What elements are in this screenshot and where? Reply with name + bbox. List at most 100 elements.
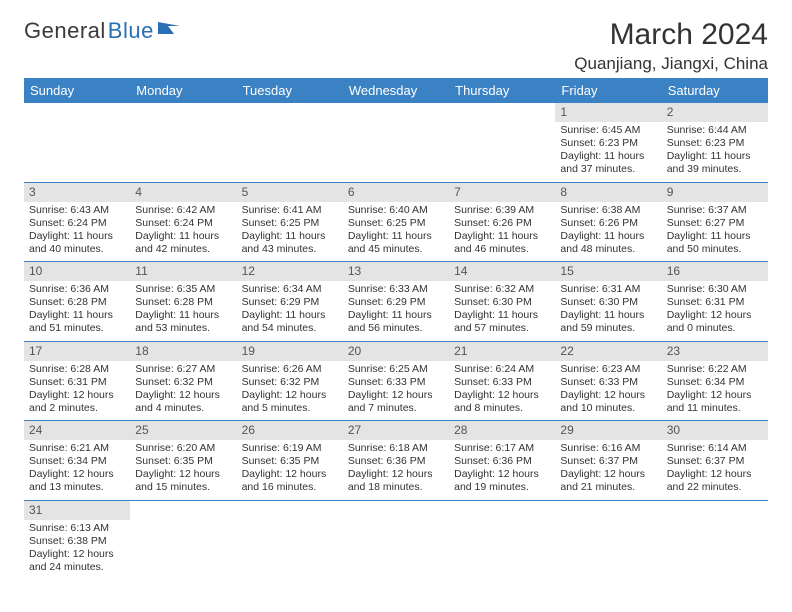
day-sunset: Sunset: 6:38 PM <box>29 535 125 548</box>
day-daylight: Daylight: 12 hours and 21 minutes. <box>560 468 656 494</box>
day-daylight: Daylight: 12 hours and 8 minutes. <box>454 389 550 415</box>
day-number: 24 <box>24 421 130 440</box>
day-sunrise: Sunrise: 6:37 AM <box>667 204 763 217</box>
day-number: 7 <box>449 183 555 202</box>
calendar-day: 16Sunrise: 6:30 AMSunset: 6:31 PMDayligh… <box>662 262 768 342</box>
day-daylight: Daylight: 11 hours and 51 minutes. <box>29 309 125 335</box>
calendar-table: SundayMondayTuesdayWednesdayThursdayFrid… <box>24 78 768 579</box>
calendar-week: 31Sunrise: 6:13 AMSunset: 6:38 PMDayligh… <box>24 500 768 579</box>
calendar-empty <box>24 103 130 182</box>
day-number: 25 <box>130 421 236 440</box>
day-sunset: Sunset: 6:25 PM <box>242 217 338 230</box>
day-sunrise: Sunrise: 6:26 AM <box>242 363 338 376</box>
calendar-day: 7Sunrise: 6:39 AMSunset: 6:26 PMDaylight… <box>449 182 555 262</box>
calendar-day: 14Sunrise: 6:32 AMSunset: 6:30 PMDayligh… <box>449 262 555 342</box>
calendar-day: 12Sunrise: 6:34 AMSunset: 6:29 PMDayligh… <box>237 262 343 342</box>
day-number: 4 <box>130 183 236 202</box>
day-sunset: Sunset: 6:31 PM <box>667 296 763 309</box>
calendar-day: 28 Sunrise: 6:17 AMSunset: 6:36 PMDayligh… <box>449 421 555 501</box>
calendar-day: 29 Sunrise: 6:16 AMSunset: 6:37 PMDayligh… <box>555 421 661 501</box>
day-sunset: Sunset: 6:37 PM <box>560 455 656 468</box>
day-daylight: Daylight: 11 hours and 56 minutes. <box>348 309 444 335</box>
day-number: 15 <box>555 262 661 281</box>
calendar-day: 23Sunrise: 6:22 AMSunset: 6:34 PMDayligh… <box>662 341 768 421</box>
day-number: 31 <box>24 501 130 520</box>
calendar-day: 27Sunrise: 6:18 AMSunset: 6:36 PMDayligh… <box>343 421 449 501</box>
day-header-row: SundayMondayTuesdayWednesdayThursdayFrid… <box>24 78 768 103</box>
calendar-day: 24Sunrise: 6:21 AMSunset: 6:34 PMDayligh… <box>24 421 130 501</box>
calendar-day: 10Sunrise: 6:36 AMSunset: 6:28 PMDayligh… <box>24 262 130 342</box>
day-sunrise: Sunrise: 6:24 AM <box>454 363 550 376</box>
day-sunset: Sunset: 6:26 PM <box>560 217 656 230</box>
day-number: 20 <box>343 342 449 361</box>
calendar-day: 20Sunrise: 6:25 AMSunset: 6:33 PMDayligh… <box>343 341 449 421</box>
calendar-day: 25Sunrise: 6:20 AMSunset: 6:35 PMDayligh… <box>130 421 236 501</box>
day-sunset: Sunset: 6:37 PM <box>667 455 763 468</box>
day-number: 21 <box>449 342 555 361</box>
calendar-day: 9Sunrise: 6:37 AMSunset: 6:27 PMDaylight… <box>662 182 768 262</box>
day-sunrise: Sunrise: 6:34 AM <box>242 283 338 296</box>
month-title: March 2024 <box>574 18 768 52</box>
day-daylight: Daylight: 12 hours and 22 minutes. <box>667 468 763 494</box>
calendar-empty <box>343 103 449 182</box>
day-sunrise: Sunrise: 6:42 AM <box>135 204 231 217</box>
day-number: 28 <box>449 421 555 440</box>
day-number: 23 <box>662 342 768 361</box>
calendar-day: 30Sunrise: 6:14 AMSunset: 6:37 PMDayligh… <box>662 421 768 501</box>
day-sunset: Sunset: 6:35 PM <box>135 455 231 468</box>
day-header: Saturday <box>662 78 768 103</box>
day-number: 29 <box>555 421 661 440</box>
day-sunset: Sunset: 6:36 PM <box>348 455 444 468</box>
calendar-day: 26Sunrise: 6:19 AMSunset: 6:35 PMDayligh… <box>237 421 343 501</box>
day-sunset: Sunset: 6:32 PM <box>135 376 231 389</box>
day-number: 17 <box>24 342 130 361</box>
day-sunrise: Sunrise: 6:17 AM <box>454 442 550 455</box>
day-sunrise: Sunrise: 6:16 AM <box>560 442 656 455</box>
title-block: March 2024 Quanjiang, Jiangxi, China <box>574 18 768 74</box>
day-sunset: Sunset: 6:27 PM <box>667 217 763 230</box>
day-daylight: Daylight: 12 hours and 7 minutes. <box>348 389 444 415</box>
calendar-day: 15 Sunrise: 6:31 AMSunset: 6:30 PMDayligh… <box>555 262 661 342</box>
day-sunset: Sunset: 6:29 PM <box>242 296 338 309</box>
day-sunset: Sunset: 6:32 PM <box>242 376 338 389</box>
day-daylight: Daylight: 11 hours and 59 minutes. <box>560 309 656 335</box>
calendar-day: 6Sunrise: 6:40 AMSunset: 6:25 PMDaylight… <box>343 182 449 262</box>
day-daylight: Daylight: 12 hours and 4 minutes. <box>135 389 231 415</box>
day-sunset: Sunset: 6:30 PM <box>560 296 656 309</box>
day-daylight: Daylight: 12 hours and 15 minutes. <box>135 468 231 494</box>
day-daylight: Daylight: 12 hours and 10 minutes. <box>560 389 656 415</box>
calendar-day: 19Sunrise: 6:26 AMSunset: 6:32 PMDayligh… <box>237 341 343 421</box>
day-number: 10 <box>24 262 130 281</box>
day-sunrise: Sunrise: 6:33 AM <box>348 283 444 296</box>
calendar-day: 3Sunrise: 6:43 AMSunset: 6:24 PMDaylight… <box>24 182 130 262</box>
day-sunrise: Sunrise: 6:45 AM <box>560 124 656 137</box>
day-number: 22 <box>555 342 661 361</box>
calendar-week: 3Sunrise: 6:43 AMSunset: 6:24 PMDaylight… <box>24 182 768 262</box>
day-sunrise: Sunrise: 6:39 AM <box>454 204 550 217</box>
calendar-empty <box>662 500 768 579</box>
logo-text-blue: Blue <box>108 18 154 44</box>
day-daylight: Daylight: 12 hours and 5 minutes. <box>242 389 338 415</box>
day-daylight: Daylight: 12 hours and 19 minutes. <box>454 468 550 494</box>
calendar-empty <box>555 500 661 579</box>
logo: GeneralBlue <box>24 18 184 44</box>
calendar-day: 1Sunrise: 6:45 AMSunset: 6:23 PMDaylight… <box>555 103 661 182</box>
day-daylight: Daylight: 11 hours and 40 minutes. <box>29 230 125 256</box>
day-number: 14 <box>449 262 555 281</box>
day-number: 3 <box>24 183 130 202</box>
calendar-day: 21Sunrise: 6:24 AMSunset: 6:33 PMDayligh… <box>449 341 555 421</box>
day-header: Thursday <box>449 78 555 103</box>
day-daylight: Daylight: 12 hours and 18 minutes. <box>348 468 444 494</box>
calendar-week: 24Sunrise: 6:21 AMSunset: 6:34 PMDayligh… <box>24 421 768 501</box>
day-sunrise: Sunrise: 6:38 AM <box>560 204 656 217</box>
day-sunrise: Sunrise: 6:14 AM <box>667 442 763 455</box>
day-sunset: Sunset: 6:36 PM <box>454 455 550 468</box>
day-number: 27 <box>343 421 449 440</box>
day-daylight: Daylight: 11 hours and 48 minutes. <box>560 230 656 256</box>
day-sunrise: Sunrise: 6:31 AM <box>560 283 656 296</box>
day-sunrise: Sunrise: 6:44 AM <box>667 124 763 137</box>
day-sunset: Sunset: 6:23 PM <box>667 137 763 150</box>
day-sunrise: Sunrise: 6:23 AM <box>560 363 656 376</box>
location: Quanjiang, Jiangxi, China <box>574 54 768 74</box>
day-sunset: Sunset: 6:33 PM <box>348 376 444 389</box>
